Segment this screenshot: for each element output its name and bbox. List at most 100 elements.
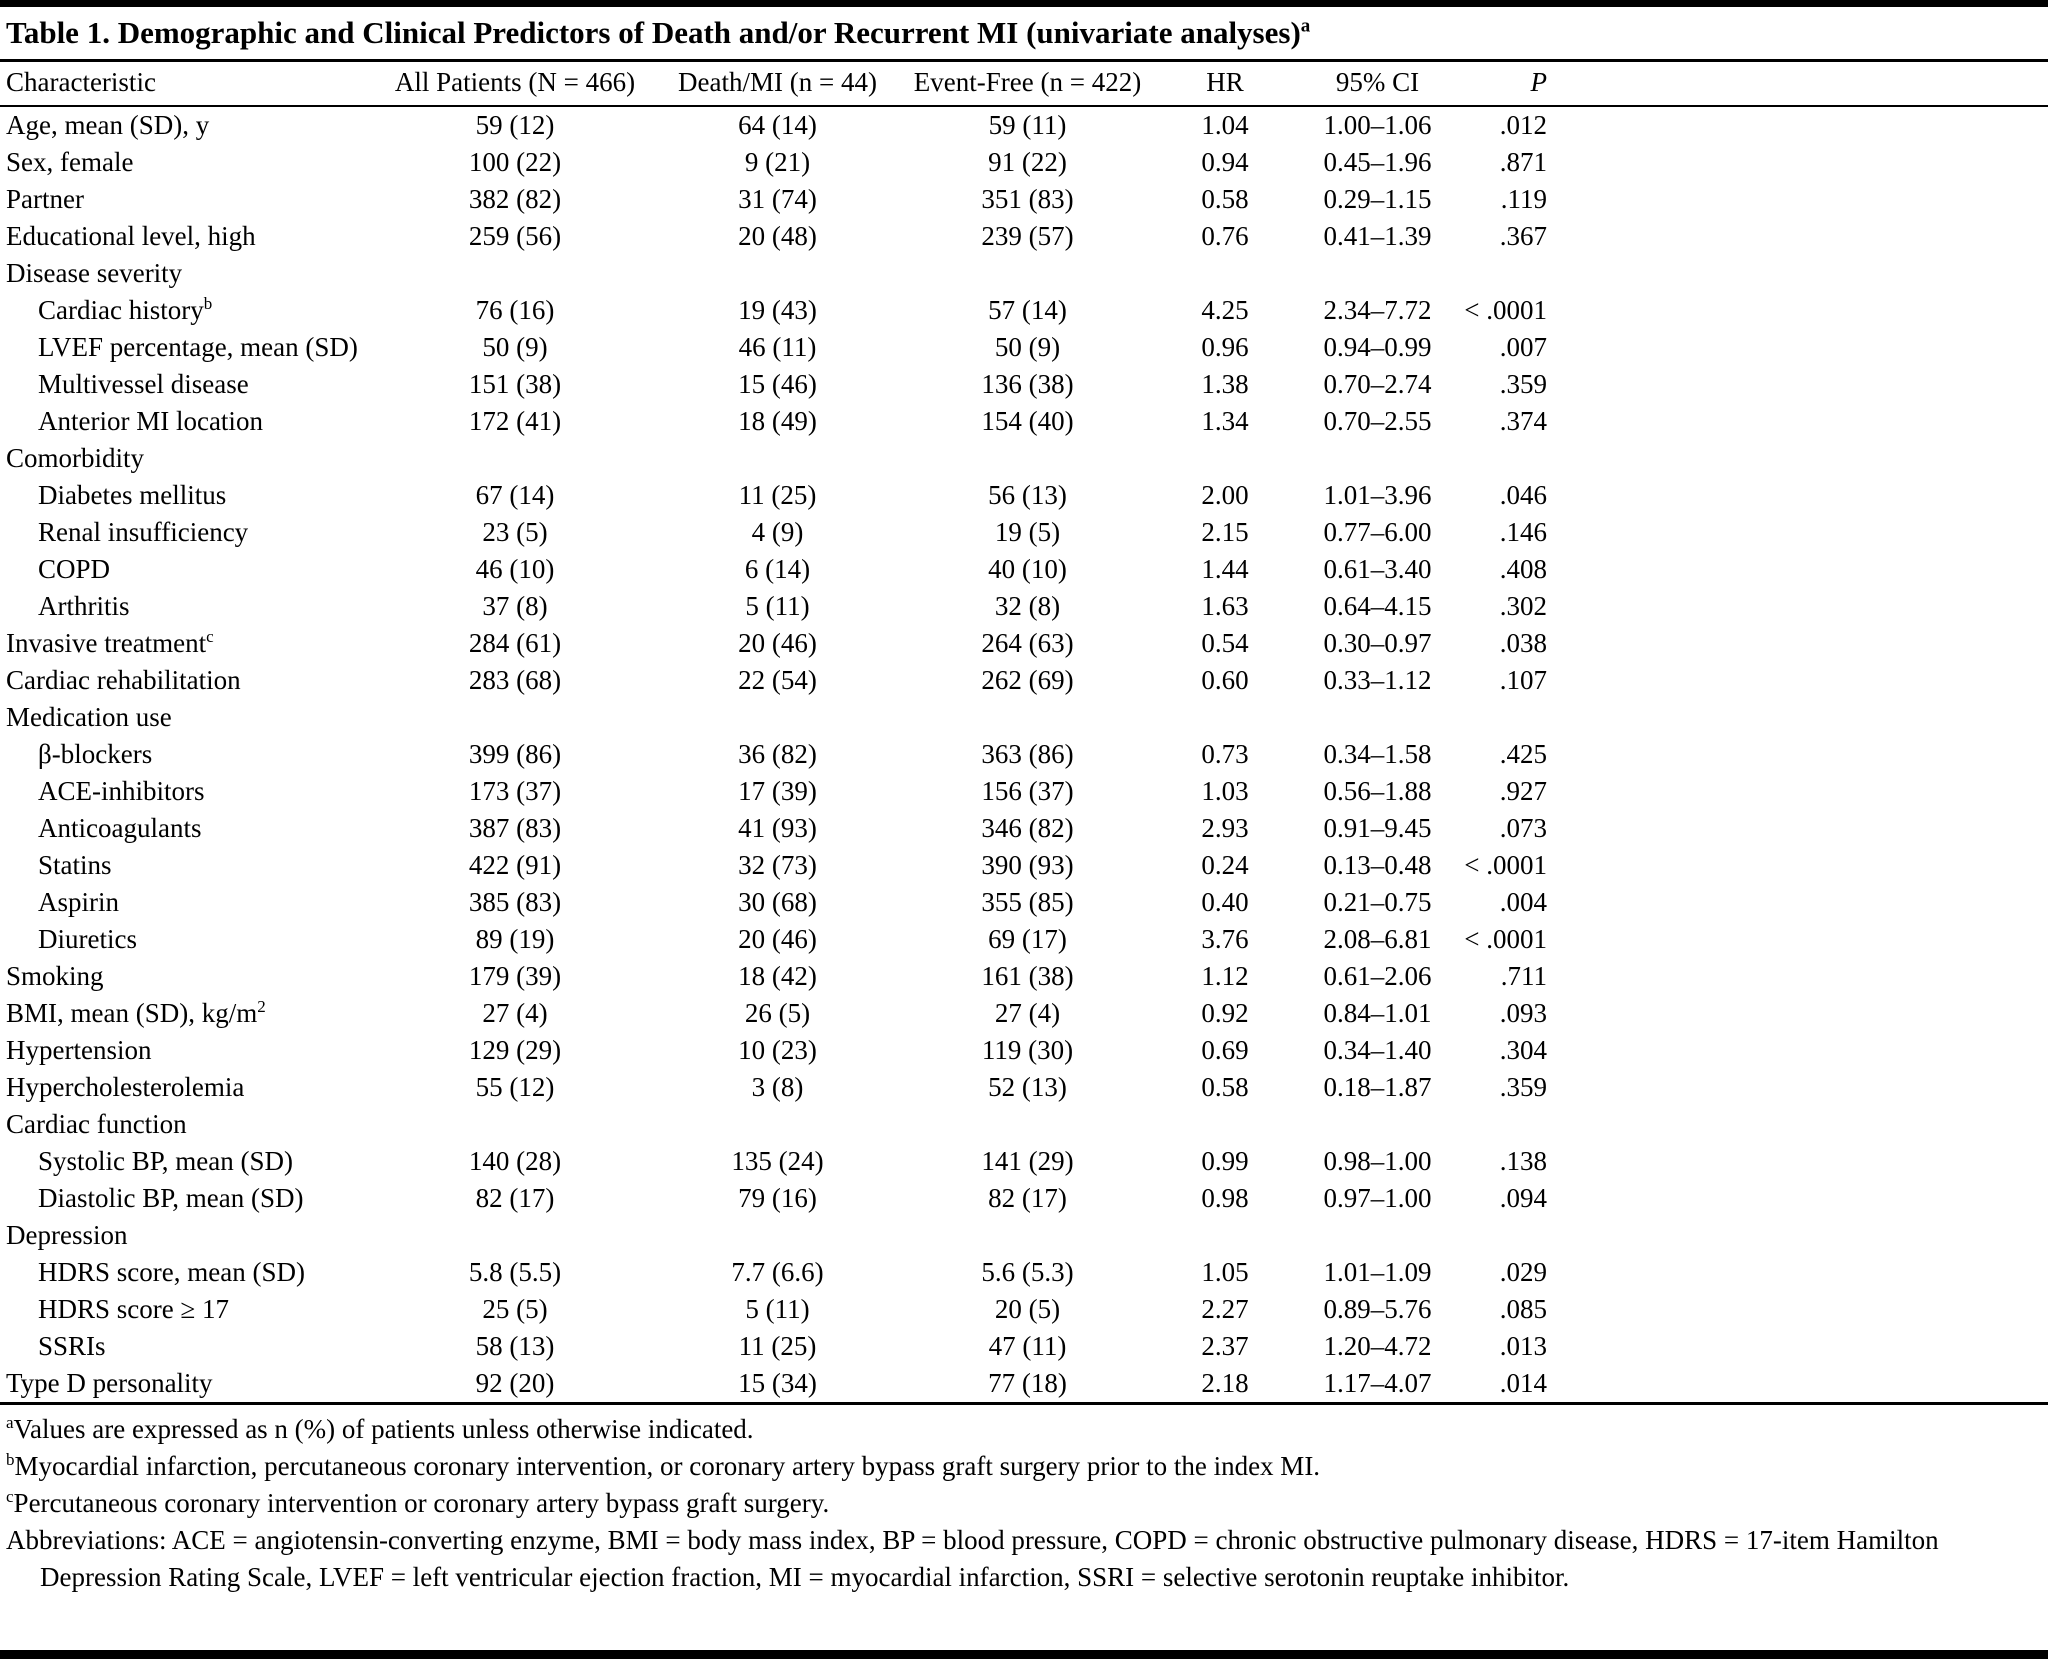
- ci-value: 0.56–1.88: [1323, 776, 1432, 806]
- ci-value: 0.70–2.74: [1323, 369, 1432, 399]
- p-value: < .0001: [1464, 295, 1547, 325]
- all-patients-value: 284 (61): [468, 628, 562, 658]
- characteristic-label: Partner: [6, 184, 84, 214]
- death-mi-value: 11 (25): [738, 480, 817, 510]
- ci-value: 0.13–0.48: [1323, 850, 1432, 880]
- event-free-value: 32 (8): [994, 591, 1061, 621]
- ci-value: 0.64–4.15: [1323, 591, 1432, 621]
- data-row: Educational level, high 259 (56) 20 (48) 23…: [0, 218, 2048, 255]
- event-free-value: 355 (85): [981, 887, 1074, 917]
- event-free-value: [900, 1217, 1155, 1254]
- p-value: [1460, 440, 1565, 477]
- event-free-value: 47 (11): [988, 1331, 1067, 1361]
- hr-value: 2.15: [1201, 517, 1249, 547]
- row-filler: [1565, 884, 2048, 921]
- ci-value: 0.61–3.40: [1323, 554, 1432, 584]
- event-free-value: 82 (17): [988, 1183, 1067, 1213]
- data-row: Diuretics 89 (19) 20 (46) 69 (17) 3.76 2.08–6…: [0, 921, 2048, 958]
- characteristic-label: Comorbidity: [6, 443, 145, 473]
- death-mi-value: 26 (5): [744, 998, 811, 1028]
- data-row: Invasive treatmentc 284 (61) 20 (46) 264 (6…: [0, 625, 2048, 662]
- data-row: HDRS score ≥ 17 25 (5) 5 (11) 20 (5) 2.27 0.8…: [0, 1291, 2048, 1328]
- characteristic-label: Age, mean (SD), y: [6, 110, 210, 140]
- p-value: .927: [1499, 776, 1547, 806]
- p-value: .029: [1499, 1257, 1547, 1287]
- section-header-row: Depression: [0, 1217, 2048, 1254]
- data-row: β-blockers 399 (86) 36 (82) 363 (86) 0.73 0.3…: [0, 736, 2048, 773]
- predictors-table: Characteristic All Patients (N = 466) De…: [0, 62, 2048, 1405]
- characteristic-label: BMI, mean (SD), kg/m2: [6, 997, 266, 1028]
- death-mi-value: 20 (46): [738, 924, 817, 954]
- p-value: .073: [1499, 813, 1547, 843]
- hr-value: 0.94: [1201, 147, 1249, 177]
- characteristic-label: Aspirin: [38, 887, 119, 917]
- all-patients-value: [375, 440, 655, 477]
- hr-value: [1155, 699, 1295, 736]
- p-value: .013: [1499, 1331, 1547, 1361]
- death-mi-value: 79 (16): [738, 1183, 817, 1213]
- top-rule: [0, 0, 2048, 7]
- all-patients-value: 422 (91): [468, 850, 562, 880]
- characteristic-label: Medication use: [6, 702, 172, 732]
- p-value: < .0001: [1464, 924, 1547, 954]
- death-mi-value: 135 (24): [731, 1146, 824, 1176]
- hr-value: 0.92: [1201, 998, 1249, 1028]
- row-filler: [1565, 847, 2048, 884]
- event-free-value: 40 (10): [988, 554, 1067, 584]
- death-mi-value: 5 (11): [745, 591, 810, 621]
- p-value: .302: [1499, 591, 1547, 621]
- hr-value: 0.58: [1201, 184, 1249, 214]
- ci-value: 1.01–3.96: [1323, 480, 1432, 510]
- section-header-row: Disease severity: [0, 255, 2048, 292]
- p-value: [1460, 255, 1565, 292]
- hr-value: 2.37: [1201, 1331, 1249, 1361]
- all-patients-value: 58 (13): [475, 1331, 555, 1361]
- data-row: Diabetes mellitus 67 (14) 11 (25) 56 (13) 2.…: [0, 477, 2048, 514]
- data-row: Anticoagulants 387 (83) 41 (93) 346 (82) 2.9…: [0, 810, 2048, 847]
- characteristic-label: Diabetes mellitus: [38, 480, 227, 510]
- event-free-value: [900, 255, 1155, 292]
- all-patients-value: 5.8 (5.5): [468, 1257, 562, 1287]
- hr-value: 1.34: [1201, 406, 1249, 436]
- all-patients-value: 382 (82): [468, 184, 562, 214]
- ci-value: 0.45–1.96: [1323, 147, 1432, 177]
- hr-value: 0.24: [1201, 850, 1249, 880]
- all-patients-value: 55 (12): [475, 1072, 555, 1102]
- all-patients-value: [375, 1217, 655, 1254]
- hr-value: 0.96: [1201, 332, 1249, 362]
- all-patients-value: 89 (19): [475, 924, 555, 954]
- data-row: Type D personality 92 (20) 15 (34) 77 (18) 2…: [0, 1365, 2048, 1404]
- row-filler: [1565, 1291, 2048, 1328]
- p-value: .007: [1499, 332, 1547, 362]
- footnote-marker: c: [6, 1487, 14, 1506]
- ci-value: 0.29–1.15: [1323, 184, 1432, 214]
- row-filler: [1565, 1106, 2048, 1143]
- column-header-95ci: 95% CI: [1295, 62, 1460, 107]
- hr-value: [1155, 1217, 1295, 1254]
- row-filler: [1565, 773, 2048, 810]
- header-row: Characteristic All Patients (N = 466) De…: [0, 62, 2048, 107]
- all-patients-value: 67 (14): [475, 480, 555, 510]
- row-filler: [1565, 477, 2048, 514]
- column-header-characteristic: Characteristic: [0, 62, 375, 107]
- p-value: [1460, 1106, 1565, 1143]
- death-mi-value: 5 (11): [745, 1294, 810, 1324]
- death-mi-value: 7.7 (6.6): [731, 1257, 824, 1287]
- characteristic-label: Anterior MI location: [38, 406, 263, 436]
- ci-value: 0.91–9.45: [1323, 813, 1432, 843]
- all-patients-value: [375, 1106, 655, 1143]
- data-row: Smoking 179 (39) 18 (42) 161 (38) 1.12 0.61–2…: [0, 958, 2048, 995]
- p-value: .359: [1499, 369, 1547, 399]
- p-value: .004: [1499, 887, 1547, 917]
- hr-value: 1.63: [1201, 591, 1249, 621]
- characteristic-label: Diastolic BP, mean (SD): [38, 1183, 304, 1213]
- all-patients-value: [375, 699, 655, 736]
- p-value: .014: [1499, 1368, 1547, 1398]
- p-value: .094: [1499, 1183, 1547, 1213]
- event-free-value: 390 (93): [981, 850, 1074, 880]
- data-row: Cardiac rehabilitation 283 (68) 22 (54) 262…: [0, 662, 2048, 699]
- p-value: .038: [1499, 628, 1547, 658]
- data-row: ACE-inhibitors 173 (37) 17 (39) 156 (37) 1.0…: [0, 773, 2048, 810]
- hr-value: 0.99: [1201, 1146, 1249, 1176]
